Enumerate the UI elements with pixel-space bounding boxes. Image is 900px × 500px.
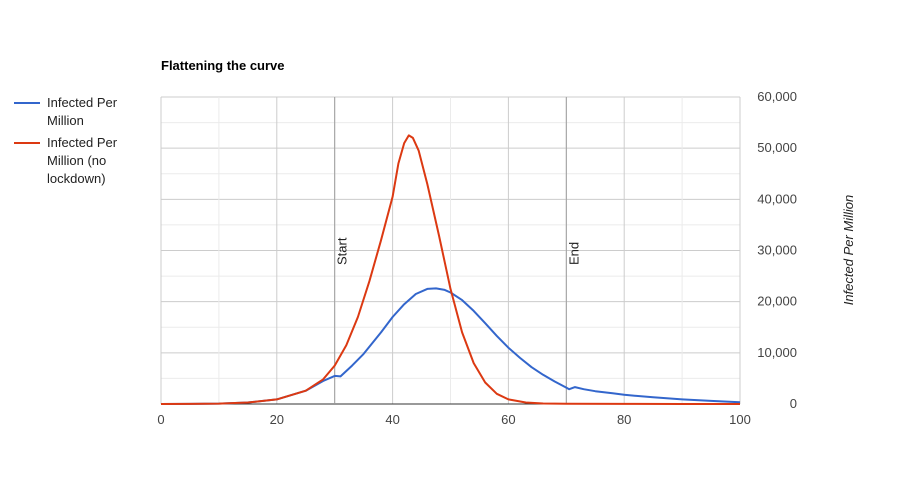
x-tick-label: 20: [270, 412, 284, 427]
y-axis-ticks: 0 10,000 20,000 30,000 40,000 50,000 60,000: [757, 89, 797, 411]
y-tick-label: 0: [790, 396, 797, 411]
y-tick-label: 20,000: [757, 294, 797, 309]
x-axis-ticks: 0 20 40 60 80 100: [157, 412, 750, 427]
x-tick-label: 60: [501, 412, 515, 427]
series-line: [160, 134, 740, 405]
y-tick-label: 50,000: [757, 140, 797, 155]
y-tick-label: 60,000: [757, 89, 797, 104]
y-tick-label: 30,000: [757, 243, 797, 258]
gridlines: [160, 96, 741, 405]
legend: Infected Per Million Infected Per Million (…: [14, 95, 118, 186]
legend-item: Infected Per Million (no lockdown): [14, 135, 118, 186]
x-tick-label: 80: [617, 412, 631, 427]
legend-label: Infected Per Million: [47, 95, 118, 128]
chart-title: Flattening the curve: [161, 58, 285, 73]
y-tick-label: 40,000: [757, 191, 797, 206]
y-tick-label: 10,000: [757, 345, 797, 360]
series-line: [160, 287, 741, 405]
annotation-label: End: [566, 242, 581, 265]
annotation-lines: Start End: [334, 97, 581, 404]
legend-label: Infected Per Million (no lockdown): [47, 135, 118, 186]
annotation-label: Start: [335, 237, 350, 265]
series-lines: [160, 134, 741, 405]
x-tick-label: 100: [729, 412, 751, 427]
y-axis-label: Infected Per Million: [841, 195, 856, 306]
x-tick-label: 0: [157, 412, 164, 427]
x-tick-label: 40: [385, 412, 399, 427]
legend-item: Infected Per Million: [14, 95, 118, 128]
